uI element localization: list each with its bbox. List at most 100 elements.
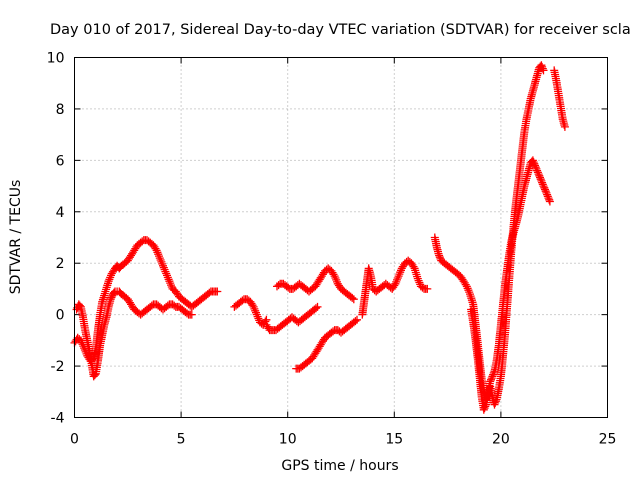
- y-tick-label: -4: [51, 411, 65, 427]
- data-point: [490, 400, 499, 409]
- data-point: [397, 266, 405, 275]
- data-point: [252, 308, 260, 317]
- data-point: [409, 262, 418, 271]
- data-point: [487, 375, 495, 384]
- data-point: [329, 270, 338, 279]
- data-point: [533, 168, 542, 177]
- data-point: [534, 170, 543, 179]
- data-point: [165, 277, 174, 286]
- data-point: [250, 304, 259, 313]
- data-point: [396, 268, 405, 277]
- data-point: [100, 291, 109, 300]
- x-tick-label: 20: [492, 432, 510, 448]
- data-point: [393, 274, 402, 282]
- data-point: [435, 253, 444, 262]
- data-point: [351, 317, 360, 326]
- data-point: [489, 368, 498, 377]
- data-point: [107, 293, 116, 302]
- series-1: [72, 287, 196, 381]
- data-point: [252, 310, 261, 319]
- data-point: [348, 293, 357, 302]
- series-6: [358, 256, 432, 319]
- data-point: [533, 166, 542, 175]
- y-tick-label: 2: [56, 256, 65, 272]
- data-point: [538, 178, 547, 187]
- data-point: [462, 282, 471, 291]
- data-point: [537, 61, 546, 70]
- y-tick-label: -2: [51, 359, 65, 375]
- series-5: [292, 315, 361, 373]
- data-point: [545, 195, 554, 204]
- data-point: [163, 273, 172, 282]
- data-point: [395, 270, 404, 279]
- data-point: [539, 182, 548, 191]
- data-point: [158, 259, 167, 268]
- data-point: [538, 62, 547, 71]
- data-point: [423, 284, 432, 293]
- data-point: [162, 269, 171, 278]
- data-point: [254, 314, 263, 323]
- data-point: [491, 397, 500, 406]
- data-point: [156, 256, 165, 264]
- data-point: [489, 370, 498, 379]
- y-tick-label: 8: [56, 102, 65, 118]
- data-point: [541, 187, 550, 196]
- plot-frame: [74, 57, 608, 418]
- data-point: [539, 66, 548, 75]
- data-point: [544, 194, 553, 203]
- data-point: [332, 275, 341, 284]
- data-point: [333, 277, 341, 286]
- data-point: [536, 173, 544, 182]
- data-point: [560, 122, 569, 131]
- series-0: [70, 236, 222, 365]
- data-point: [528, 156, 537, 165]
- data-point: [435, 251, 444, 260]
- data-point: [415, 278, 424, 287]
- data-point: [105, 275, 114, 284]
- data-point: [393, 275, 401, 284]
- data-point: [157, 257, 166, 266]
- data-point: [159, 261, 167, 270]
- data-point: [261, 317, 270, 326]
- data-point: [542, 188, 551, 197]
- data-point: [540, 183, 549, 192]
- data-point: [390, 281, 399, 290]
- series-4: [262, 302, 322, 335]
- data-point: [251, 306, 260, 315]
- data-point: [488, 372, 497, 381]
- data-point: [465, 288, 474, 297]
- data-point: [413, 272, 422, 281]
- data-point: [532, 164, 541, 173]
- data-point: [535, 171, 544, 180]
- data-point: [481, 402, 490, 411]
- data-point: [543, 190, 552, 199]
- data-point: [154, 250, 163, 259]
- data-point: [530, 159, 539, 168]
- data-point: [411, 268, 420, 277]
- data-point: [537, 176, 546, 185]
- data-point: [104, 277, 113, 286]
- data-point: [166, 279, 175, 288]
- data-point: [103, 281, 112, 290]
- data-point: [152, 246, 161, 255]
- x-tick-label: 15: [385, 432, 403, 448]
- data-point: [536, 175, 545, 184]
- data-point: [480, 404, 489, 413]
- data-point: [392, 277, 401, 286]
- data-point: [461, 280, 470, 289]
- data-point: [253, 312, 262, 321]
- data-point: [213, 287, 222, 296]
- data-point: [543, 192, 552, 201]
- series-2: [230, 295, 271, 329]
- data-point: [330, 272, 339, 281]
- data-point: [155, 254, 164, 263]
- data-point: [394, 272, 403, 281]
- data-point: [463, 284, 472, 293]
- data-point: [106, 273, 115, 282]
- data-point: [161, 267, 170, 276]
- y-axis-label: SDTVAR / TECUs: [8, 180, 24, 295]
- data-point: [151, 244, 160, 253]
- data-point: [313, 302, 322, 311]
- data-point: [479, 405, 488, 414]
